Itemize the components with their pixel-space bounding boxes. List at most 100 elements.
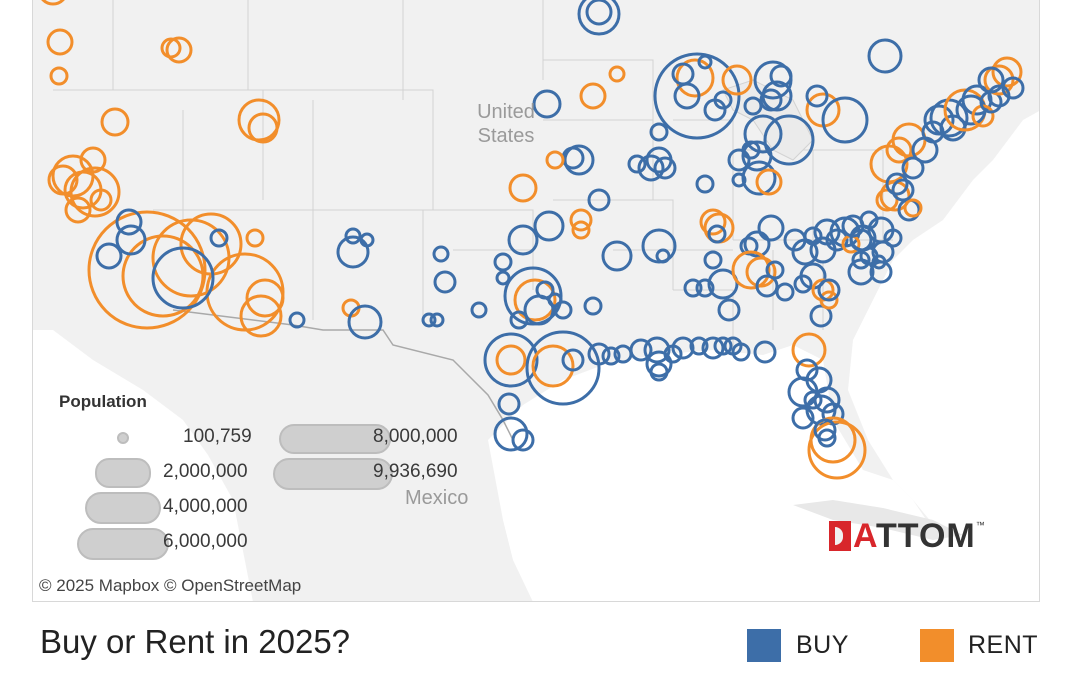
buy-city-bubble[interactable] [151,246,215,310]
buy-city-bubble[interactable] [637,154,665,182]
buy-city-bubble[interactable] [483,332,539,388]
buy-city-bubble[interactable] [507,224,539,256]
buy-city-bubble[interactable] [683,278,703,298]
buy-city-bubble[interactable] [347,304,383,340]
buy-city-bubble[interactable] [288,311,306,329]
rent-city-bubble[interactable] [579,82,607,110]
buy-city-bubble[interactable] [727,148,751,172]
buy-city-bubble[interactable] [743,230,771,258]
rent-city-bubble[interactable] [245,278,285,318]
rent-city-bubble[interactable] [160,37,182,59]
rent-city-bubble[interactable] [875,188,899,212]
rent-city-bubble[interactable] [721,64,753,96]
buy-city-bubble[interactable] [645,350,673,378]
buy-city-bubble[interactable] [813,418,837,442]
buy-city-bubble[interactable] [421,312,437,328]
buy-city-bubble[interactable] [577,0,621,36]
buy-city-bubble[interactable] [532,89,562,119]
buy-city-bubble[interactable] [891,178,915,202]
rent-city-bubble[interactable] [39,0,67,6]
buy-city-bubble[interactable] [757,214,785,242]
buy-city-bubble[interactable] [791,406,815,430]
map-canvas[interactable] [33,0,1040,602]
buy-city-bubble[interactable] [587,342,611,366]
buy-city-bubble[interactable] [525,330,601,406]
buy-city-bubble[interactable] [533,210,565,242]
rent-city-bubble[interactable] [569,208,593,232]
buy-city-bubble[interactable] [671,62,695,86]
rent-city-bubble[interactable] [571,220,591,240]
buy-city-bubble[interactable] [583,296,603,316]
rent-city-bubble[interactable] [64,196,92,224]
rent-city-bubble[interactable] [983,64,1015,96]
rent-city-bubble[interactable] [745,256,777,288]
buy-city-bubble[interactable] [885,172,909,196]
rent-city-bubble[interactable] [165,36,193,64]
rent-city-bubble[interactable] [699,208,727,236]
rent-city-bubble[interactable] [545,150,565,170]
buy-city-bubble[interactable] [741,140,761,160]
buy-city-bubble[interactable] [627,154,647,174]
buy-city-bubble[interactable] [553,300,573,320]
rent-city-bubble[interactable] [49,66,69,86]
buy-city-bubble[interactable] [793,274,813,294]
buy-city-bubble[interactable] [939,114,967,142]
buy-city-bubble[interactable] [493,252,513,272]
map-attribution[interactable]: © 2025 Mapbox © OpenStreetMap [39,576,302,595]
rent-city-bubble[interactable] [245,228,265,248]
buy-city-bubble[interactable] [859,210,879,230]
buy-city-bubble[interactable] [649,362,669,382]
rent-city-bubble[interactable] [991,56,1023,88]
rent-city-bubble[interactable] [79,146,107,174]
buy-city-bubble[interactable] [655,248,671,264]
buy-city-bubble[interactable] [703,98,727,122]
buy-city-bubble[interactable] [701,336,725,360]
buy-city-bubble[interactable] [359,232,375,248]
buy-city-bubble[interactable] [741,140,773,172]
buy-city-bubble[interactable] [741,160,777,196]
buy-city-bubble[interactable] [209,228,229,248]
buy-city-bubble[interactable] [561,348,585,372]
buy-city-bubble[interactable] [493,416,529,452]
buy-city-bubble[interactable] [432,245,450,263]
rent-city-bubble[interactable] [69,166,121,218]
rent-city-bubble[interactable] [731,250,771,290]
rent-city-bubble[interactable] [87,210,207,330]
rent-city-bubble[interactable] [807,420,867,480]
rent-city-bubble[interactable] [791,332,827,368]
buy-city-bubble[interactable] [587,188,611,212]
buy-city-bubble[interactable] [755,274,779,298]
buy-city-bubble[interactable] [470,301,488,319]
buy-city-bubble[interactable] [743,96,763,116]
buy-city-bubble[interactable] [509,310,529,330]
rent-city-bubble[interactable] [247,112,279,144]
rent-city-bubble[interactable] [239,294,283,338]
rent-city-bubble[interactable] [121,234,205,318]
rent-city-bubble[interactable] [819,290,839,310]
rent-city-bubble[interactable] [508,173,538,203]
buy-city-bubble[interactable] [713,336,733,356]
buy-city-bubble[interactable] [433,270,457,294]
rent-city-bubble[interactable] [675,58,715,98]
rent-city-bubble[interactable] [100,107,130,137]
buy-city-bubble[interactable] [429,312,445,328]
buy-city-bubble[interactable] [643,336,671,364]
buy-city-bubble[interactable] [805,84,829,108]
rent-city-bubble[interactable] [495,344,527,376]
buy-city-bubble[interactable] [813,386,841,414]
buy-city-bubble[interactable] [803,390,823,410]
buy-city-bubble[interactable] [707,268,739,300]
buy-city-bubble[interactable] [563,144,595,176]
buy-city-bubble[interactable] [697,54,713,70]
buy-city-bubble[interactable] [769,64,793,88]
buy-city-bubble[interactable] [849,228,873,252]
rent-city-bubble[interactable] [513,278,557,322]
rent-city-bubble[interactable] [89,188,113,212]
buy-city-bubble[interactable] [765,260,785,280]
buy-city-bubble[interactable] [761,80,793,112]
buy-city-bubble[interactable] [115,208,143,236]
rent-city-bubble[interactable] [903,198,923,218]
buy-city-bubble[interactable] [977,66,1005,94]
buy-city-bubble[interactable] [695,174,715,194]
rent-city-bubble[interactable] [608,65,626,83]
